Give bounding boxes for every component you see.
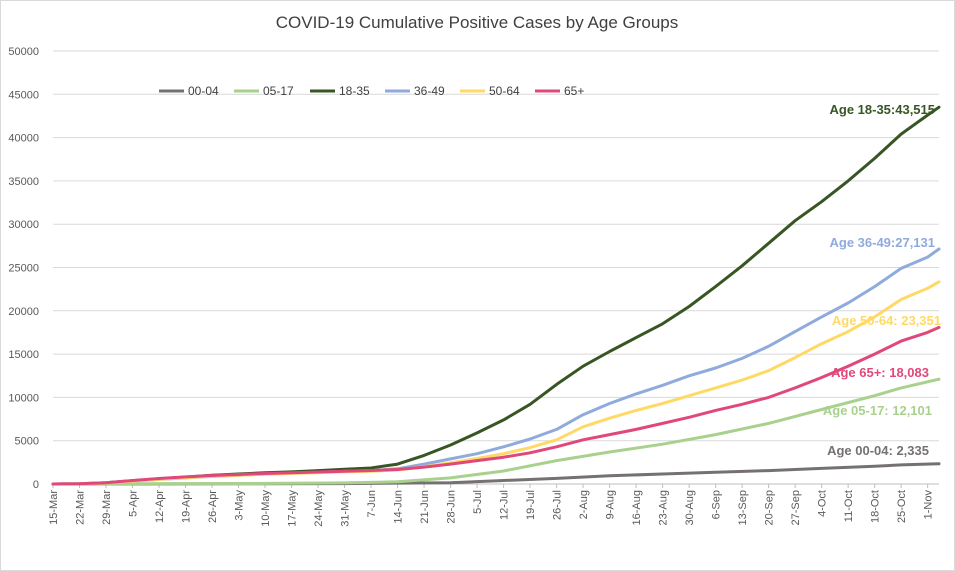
x-tick-label: 5-Jul: [472, 490, 484, 514]
series-lines: [51, 105, 941, 486]
x-tick-label: 18-Oct: [870, 490, 882, 523]
y-tick-label: 25000: [8, 263, 39, 275]
y-tick-label: 45000: [8, 89, 39, 101]
x-tick-label: 2-Aug: [578, 490, 590, 519]
x-tick-label: 25-Oct: [896, 490, 908, 523]
annotation-label: Age 00-04: 2,335: [827, 443, 929, 458]
x-tick-label: 19-Apr: [181, 490, 193, 523]
x-tick-label: 13-Sep: [737, 490, 749, 525]
series-line-05-17: [51, 377, 941, 486]
x-tick-label: 5-Apr: [128, 490, 140, 517]
x-tick-label: 12-Jul: [499, 490, 511, 520]
series-line-65+: [51, 325, 941, 486]
annotation-label: Age 36-49:27,131: [829, 235, 935, 250]
legend-label-65+: 65+: [564, 84, 584, 98]
grid: [53, 50, 939, 485]
x-tick-label: 23-Aug: [658, 490, 670, 525]
y-tick-label: 50000: [8, 46, 39, 58]
x-tick-label: 7-Jun: [366, 490, 378, 518]
annotations: Age 18-35:43,515 Age 36-49:27,131 Age 50-6…: [823, 102, 941, 458]
legend-label-18-35: 18-35: [339, 84, 370, 98]
x-axis: 15-Mar 22-Mar 29-Mar 5-Apr 12-Apr 19-Apr 26-Ap…: [48, 484, 935, 527]
series-line-00-04: [51, 462, 941, 486]
annotation-label: Age 05-17: 12,101: [823, 403, 932, 418]
x-tick-label: 15-Mar: [48, 490, 60, 525]
annotation-label: Age 50-64: 23,351: [832, 313, 941, 328]
y-tick-label: 40000: [8, 133, 39, 145]
y-axis: 0 5000 10000 15000 20000 25000 30000 35000 40000…: [8, 46, 39, 491]
x-tick-label: 27-Sep: [790, 490, 802, 525]
x-tick-label: 17-May: [287, 490, 299, 527]
legend-label-05-17: 05-17: [263, 84, 294, 98]
x-tick-label: 21-Jun: [419, 490, 431, 524]
x-tick-label: 4-Oct: [817, 490, 829, 517]
y-tick-label: 5000: [15, 436, 39, 448]
x-tick-label: 30-Aug: [684, 490, 696, 525]
annotation-label: Age 65+: 18,083: [831, 365, 929, 380]
x-tick-label: 11-Oct: [843, 490, 855, 522]
x-tick-label: 31-May: [340, 490, 352, 527]
x-tick-label: 19-Jul: [525, 490, 537, 520]
x-tick-label: 26-Jul: [552, 490, 564, 520]
series-line-36-49: [51, 247, 941, 486]
legend-label-00-04: 00-04: [188, 84, 219, 98]
legend: 00-04 05-17 18-35 36-49 50-64 65+: [159, 84, 584, 98]
x-tick-label: 22-Mar: [75, 490, 87, 525]
y-tick-label: 0: [33, 479, 39, 491]
x-tick-label: 1-Nov: [923, 490, 935, 520]
annotation-label: Age 18-35:43,515: [829, 102, 935, 117]
x-tick-label: 14-Jun: [393, 490, 405, 524]
y-tick-label: 20000: [8, 306, 39, 318]
series-line-18-35: [51, 105, 941, 486]
x-tick-label: 20-Sep: [764, 490, 776, 525]
y-tick-label: 35000: [8, 176, 39, 188]
x-tick-label: 10-May: [260, 490, 272, 527]
x-tick-label: 6-Sep: [711, 490, 723, 519]
x-tick-label: 28-Jun: [446, 490, 458, 524]
x-tick-label: 9-Aug: [605, 490, 617, 519]
legend-label-50-64: 50-64: [489, 84, 520, 98]
x-tick-label: 12-Apr: [154, 490, 166, 523]
x-tick-label: 24-May: [313, 490, 325, 527]
x-tick-label: 26-Apr: [207, 490, 219, 523]
x-tick-label: 29-Mar: [101, 490, 113, 525]
x-tick-label: 16-Aug: [631, 490, 643, 525]
chart-title: COVID-19 Cumulative Positive Cases by Ag…: [276, 13, 679, 32]
y-tick-label: 10000: [8, 392, 39, 404]
legend-label-36-49: 36-49: [414, 84, 445, 98]
x-tick-label: 3-May: [234, 490, 246, 521]
y-tick-label: 15000: [8, 349, 39, 361]
y-tick-label: 30000: [8, 219, 39, 231]
